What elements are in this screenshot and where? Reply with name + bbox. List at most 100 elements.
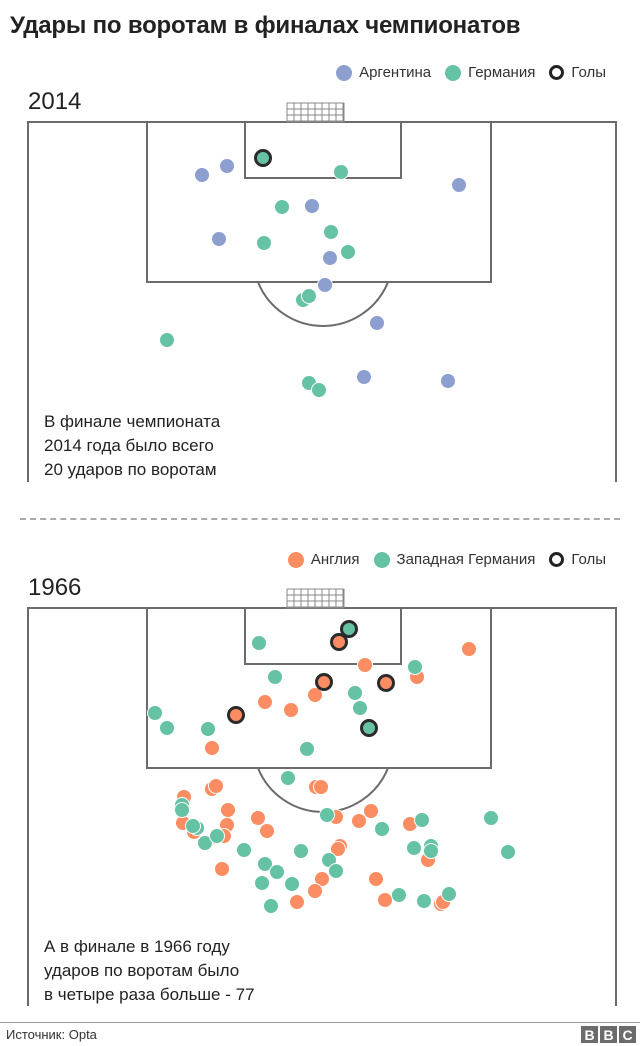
shot-dot bbox=[500, 844, 516, 860]
shot-dot bbox=[284, 876, 300, 892]
shot-dot bbox=[280, 770, 296, 786]
shot-dot bbox=[197, 835, 213, 851]
note-2014: В финале чемпионата 2014 года было всего… bbox=[44, 410, 220, 482]
shot-dot bbox=[391, 887, 407, 903]
goal-dot bbox=[330, 633, 348, 651]
legend-1966: Англия Западная Германия Голы bbox=[274, 551, 606, 568]
goal-dot bbox=[315, 673, 333, 691]
shot-dot bbox=[208, 778, 224, 794]
shot-dot bbox=[333, 164, 349, 180]
note-line: В финале чемпионата bbox=[44, 412, 221, 431]
goal-dot bbox=[377, 674, 395, 692]
shot-dot bbox=[340, 244, 356, 260]
legend-label: Западная Германия bbox=[396, 551, 536, 568]
shot-dot bbox=[368, 871, 384, 887]
shot-dot bbox=[211, 231, 227, 247]
shot-dot bbox=[209, 828, 225, 844]
shot-dot bbox=[257, 694, 273, 710]
legend-label: Голы bbox=[571, 551, 606, 568]
shot-dot bbox=[319, 807, 335, 823]
shot-dot bbox=[322, 250, 338, 266]
shot-dots bbox=[147, 620, 516, 914]
shot-dot bbox=[330, 841, 346, 857]
legend-item-argentina: Аргентина bbox=[336, 64, 431, 81]
shot-dot bbox=[440, 373, 456, 389]
pitch-2014 bbox=[0, 100, 640, 482]
legend-item-goals: Голы bbox=[549, 551, 606, 568]
legend-item-germany: Германия bbox=[445, 64, 535, 81]
shot-dot bbox=[269, 864, 285, 880]
pitch-2014-svg bbox=[27, 102, 617, 482]
shot-dot bbox=[357, 657, 373, 673]
goal-net-icon bbox=[286, 588, 345, 609]
legend-item-england: Англия bbox=[287, 551, 360, 568]
shot-dot bbox=[256, 235, 272, 251]
chart-title: Удары по воротам в финалах чемпионатов bbox=[10, 12, 521, 39]
goal-ring-icon bbox=[549, 552, 565, 567]
shot-dot bbox=[236, 842, 252, 858]
shot-dot bbox=[347, 685, 363, 701]
shot-dot bbox=[219, 158, 235, 174]
shot-dot bbox=[214, 861, 230, 877]
germany-dot-icon bbox=[445, 64, 462, 81]
shot-dot bbox=[307, 687, 323, 703]
pitch-1966-svg bbox=[27, 588, 617, 1006]
shot-dot bbox=[461, 641, 477, 657]
shot-dot bbox=[323, 224, 339, 240]
goal-net-icon bbox=[286, 102, 345, 123]
pitch-1966 bbox=[0, 586, 640, 1006]
goal-dot bbox=[360, 719, 378, 737]
shot-dot bbox=[351, 813, 367, 829]
shot-dot bbox=[483, 810, 499, 826]
legend-label: Голы bbox=[571, 64, 606, 81]
shot-dot bbox=[147, 705, 163, 721]
shot-dot bbox=[185, 818, 201, 834]
shot-dot bbox=[159, 332, 175, 348]
year-label-1966: 1966 bbox=[28, 574, 82, 601]
shot-dot bbox=[220, 802, 236, 818]
shot-dot bbox=[254, 875, 270, 891]
legend-label: Англия bbox=[310, 551, 360, 568]
note-line: в четыре раза больше - 77 bbox=[44, 985, 255, 1004]
shot-dot bbox=[304, 198, 320, 214]
shot-dot bbox=[267, 669, 283, 685]
shot-dot bbox=[414, 812, 430, 828]
shot-dot bbox=[352, 700, 368, 716]
legend-label: Германия bbox=[468, 64, 536, 81]
note-line: 20 ударов по воротам bbox=[44, 460, 217, 479]
bbc-logo-letter: C bbox=[619, 1026, 636, 1043]
note-1966: А в финале в 1966 году ударов по воротам… bbox=[44, 935, 255, 1007]
shot-dot bbox=[416, 893, 432, 909]
source-label: Источник: Opta bbox=[6, 1027, 97, 1042]
argentina-dot-icon bbox=[336, 64, 353, 81]
shot-dot bbox=[451, 177, 467, 193]
shot-dot bbox=[406, 840, 422, 856]
shot-dot bbox=[377, 892, 393, 908]
shot-dot bbox=[311, 382, 327, 398]
shot-dot bbox=[299, 741, 315, 757]
shot-dot bbox=[263, 898, 279, 914]
shot-dot bbox=[307, 883, 323, 899]
bbc-logo-letter: B bbox=[600, 1026, 617, 1043]
bbc-logo-letter: B bbox=[581, 1026, 598, 1043]
shot-dot bbox=[283, 702, 299, 718]
legend-item-goals: Голы bbox=[549, 64, 606, 81]
shot-dot bbox=[356, 369, 372, 385]
shot-dot bbox=[194, 167, 210, 183]
england-dot-icon bbox=[287, 551, 304, 568]
goal-ring-icon bbox=[549, 65, 565, 80]
shot-dot bbox=[274, 199, 290, 215]
section-divider bbox=[20, 518, 620, 520]
note-line: А в финале в 1966 году bbox=[44, 937, 230, 956]
note-line: ударов по воротам было bbox=[44, 961, 240, 980]
shot-dot bbox=[363, 803, 379, 819]
shot-dot bbox=[289, 894, 305, 910]
shot-dot bbox=[423, 843, 439, 859]
note-line: 2014 года было всего bbox=[44, 436, 214, 455]
shot-dot bbox=[204, 740, 220, 756]
shot-dot bbox=[374, 821, 390, 837]
shot-dot bbox=[313, 779, 329, 795]
shot-dot bbox=[257, 856, 273, 872]
shot-dot bbox=[301, 288, 317, 304]
shot-dot bbox=[259, 823, 275, 839]
